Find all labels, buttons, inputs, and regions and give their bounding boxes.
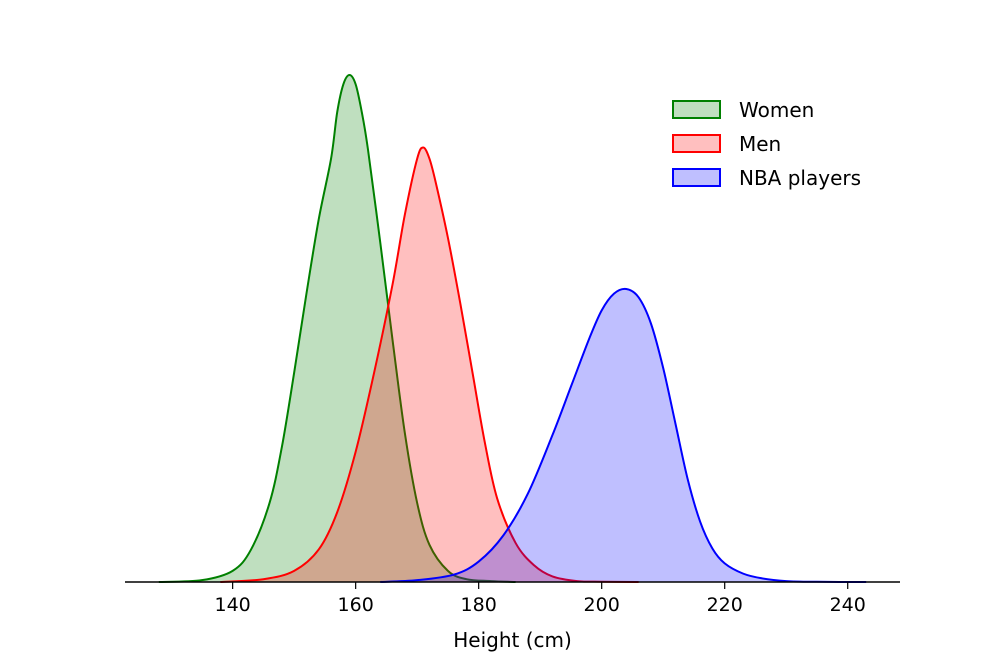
legend-swatch-men: [672, 134, 721, 153]
density-areas: [158, 74, 867, 583]
legend-label-men: Men: [739, 132, 781, 156]
density-fill-women: [158, 75, 516, 582]
density-line-men: [220, 146, 639, 583]
x-tick-label: 160: [338, 594, 374, 616]
legend-swatch-women: [672, 100, 721, 119]
density-line-nba-players: [380, 287, 867, 583]
x-axis-label: Height (cm): [453, 628, 572, 652]
legend: Women Men NBA players: [672, 98, 861, 190]
density-line-women: [158, 74, 516, 583]
legend-label-women: Women: [739, 98, 814, 122]
x-tick-label: 140: [215, 594, 251, 616]
legend-swatch-nba-players: [672, 168, 721, 187]
density-fill-nba-players: [380, 288, 867, 582]
density-fill-men: [220, 147, 639, 582]
x-axis-ticks: 140 160 180 200 220 240: [215, 582, 866, 616]
x-tick-label: 220: [707, 594, 743, 616]
x-tick-label: 240: [830, 594, 866, 616]
x-tick-label: 180: [461, 594, 497, 616]
x-tick-label: 200: [584, 594, 620, 616]
legend-label-nba-players: NBA players: [739, 166, 861, 190]
